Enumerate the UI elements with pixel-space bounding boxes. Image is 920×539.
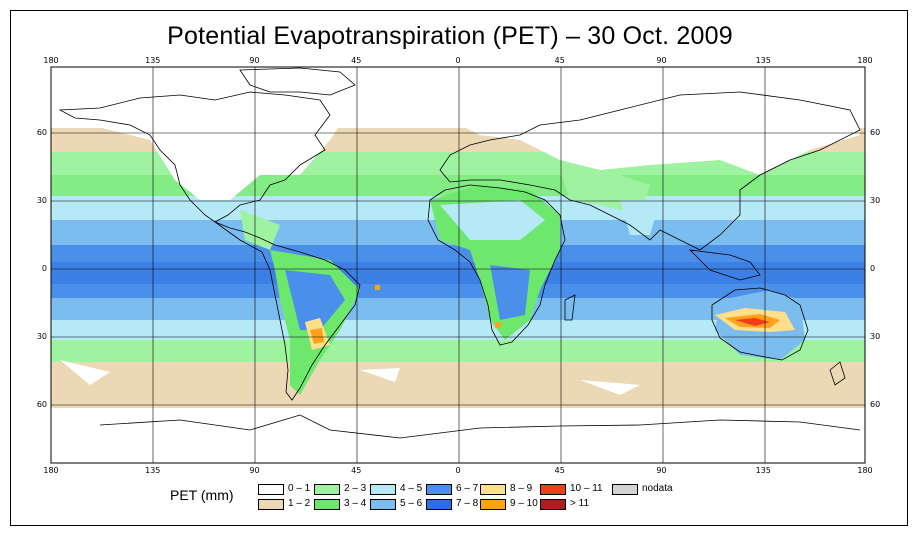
- legend-label: 1 – 2: [288, 498, 311, 509]
- lat-tick-right: 60: [870, 128, 881, 137]
- lat-tick-left: 60: [36, 128, 47, 137]
- legend-label: 5 – 6: [400, 498, 423, 509]
- lon-tick-bottom: 180: [857, 466, 873, 475]
- legend-swatch: [258, 484, 284, 495]
- lon-tick-bottom: 180: [43, 466, 59, 475]
- lon-tick-top: 90: [656, 56, 667, 65]
- legend-label: nodata: [642, 483, 673, 494]
- lon-tick-bottom: 135: [145, 466, 161, 475]
- lon-tick-bottom: 0: [455, 466, 461, 475]
- lon-tick-bottom: 90: [249, 466, 260, 475]
- map-border: [50, 66, 866, 464]
- legend-label: 0 – 1: [288, 483, 311, 494]
- eurasia-cold: [440, 75, 860, 175]
- lon-tick-bottom: 45: [351, 466, 362, 475]
- legend-label: 8 – 9: [510, 483, 533, 494]
- lat-tick-right: 0: [870, 264, 876, 273]
- north-america-cold: [70, 75, 360, 200]
- graticule: [51, 67, 865, 463]
- lon-tick-top: 135: [755, 56, 771, 65]
- lat-tick-left: 60: [36, 400, 47, 409]
- legend-label: 9 – 10: [510, 498, 538, 509]
- lat-tick-left: 30: [36, 332, 47, 341]
- legend-swatch: [540, 499, 566, 510]
- lon-tick-top: 90: [249, 56, 260, 65]
- lon-tick-bottom: 135: [755, 466, 771, 475]
- legend-label: 7 – 8: [456, 498, 479, 509]
- legend-swatch: [258, 499, 284, 510]
- legend-swatch: [314, 484, 340, 495]
- lon-tick-bottom: 90: [656, 466, 667, 475]
- legend-label: > 11: [570, 498, 589, 509]
- map-title: Potential Evapotranspiration (PET) – 30 …: [167, 22, 733, 50]
- legend-swatch: [370, 484, 396, 495]
- lon-tick-top: 180: [857, 56, 873, 65]
- band-south-4-5: [51, 320, 865, 342]
- band-south-1-2: [51, 362, 865, 408]
- lat-tick-right: 60: [870, 400, 881, 409]
- antarctica: [51, 412, 865, 463]
- lat-tick-right: 30: [870, 332, 881, 341]
- legend-label: 10 – 11: [570, 483, 603, 494]
- legend-swatch: [314, 499, 340, 510]
- legend-swatch: [612, 484, 638, 495]
- legend-label: 2 – 3: [344, 483, 367, 494]
- legend-swatch: [480, 484, 506, 495]
- coastlines: [58, 67, 861, 439]
- lat-tick-right: 30: [870, 196, 881, 205]
- figure-frame: [10, 10, 908, 526]
- lon-tick-top: 45: [351, 56, 362, 65]
- lon-tick-top: 45: [554, 56, 565, 65]
- legend-swatch: [426, 484, 452, 495]
- legend-swatch: [426, 499, 452, 510]
- legend-title: PET (mm): [170, 487, 234, 503]
- lon-tick-bottom: 45: [554, 466, 565, 475]
- lon-tick-top: 135: [145, 56, 161, 65]
- band-equatorial-6-7: [51, 245, 865, 300]
- legend-swatch: [480, 499, 506, 510]
- lon-tick-top: 180: [43, 56, 59, 65]
- legend-label: 3 – 4: [344, 498, 367, 509]
- legend-label: 4 – 5: [400, 483, 423, 494]
- lat-tick-left: 0: [41, 264, 47, 273]
- legend-swatch: [370, 499, 396, 510]
- lat-tick-left: 30: [36, 196, 47, 205]
- legend-label: 6 – 7: [456, 483, 479, 494]
- legend-swatch: [540, 484, 566, 495]
- pet-raster: [51, 67, 865, 463]
- lon-tick-top: 0: [455, 56, 461, 65]
